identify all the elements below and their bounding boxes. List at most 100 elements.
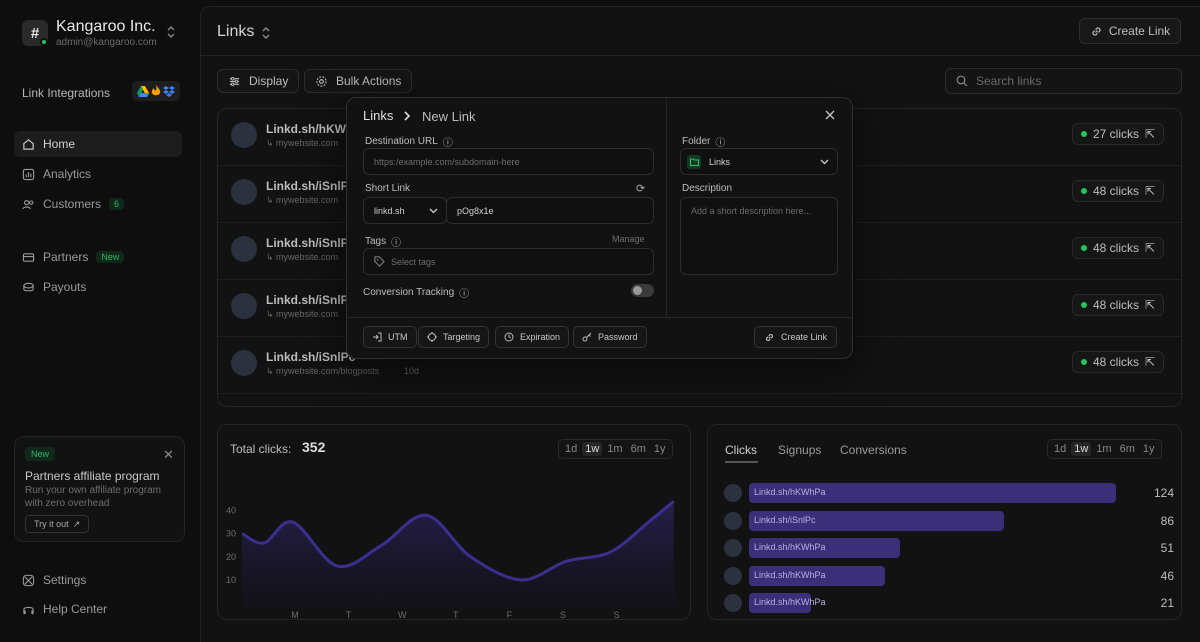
top-link-row[interactable]: Linkd.sh/hKWhPa 21 bbox=[724, 593, 1174, 613]
live-dot bbox=[1081, 302, 1087, 308]
sidebar-item-partners[interactable]: Partners New bbox=[14, 244, 182, 270]
modal-footer-divider bbox=[347, 317, 852, 318]
short-link[interactable]: Linkd.sh/iSnlPc bbox=[266, 236, 356, 250]
search-input[interactable]: Search links bbox=[945, 68, 1182, 94]
description-textarea[interactable]: Add a short description here... bbox=[680, 197, 838, 275]
range-option-1y[interactable]: 1y bbox=[1142, 443, 1155, 455]
destination-url[interactable]: ↳ mywebsite.com/blogposts bbox=[266, 366, 380, 376]
close-icon[interactable] bbox=[824, 109, 836, 121]
utm-button[interactable]: UTM bbox=[363, 326, 417, 348]
total-clicks-card: Total clicks: 352 1d 1w 1m 6m 1y 10 20 30 4… bbox=[217, 424, 691, 620]
destination-label-text: Destination URL bbox=[365, 136, 438, 147]
sidebar-item-label: Home bbox=[43, 137, 76, 151]
clicks-badge[interactable]: 48 clicks ⇱ bbox=[1072, 237, 1165, 259]
link-favicon bbox=[724, 484, 742, 502]
destination-url[interactable]: ↳ mywebsite.com bbox=[266, 195, 339, 205]
folder-label: Folder ⓘ bbox=[682, 134, 725, 149]
expiration-button[interactable]: Expiration bbox=[495, 326, 570, 348]
expiration-label: Expiration bbox=[520, 332, 561, 342]
top-link-row[interactable]: Linkd.sh/hKWhPa 46 bbox=[724, 565, 1174, 586]
close-icon[interactable]: ✕ bbox=[163, 447, 174, 462]
destination-text: mywebsite.com/blogposts bbox=[276, 366, 380, 376]
chevron-updown-icon[interactable] bbox=[261, 25, 271, 41]
chart-series-line bbox=[241, 500, 675, 582]
dropbox-icon bbox=[163, 85, 175, 97]
range-option-1d[interactable]: 1d bbox=[1054, 443, 1067, 455]
sidebar-item-analytics[interactable]: Analytics bbox=[14, 161, 182, 187]
clicks-badge[interactable]: 48 clicks ⇱ bbox=[1072, 351, 1165, 373]
info-icon[interactable]: ⓘ bbox=[715, 138, 726, 149]
range-option-6m[interactable]: 6m bbox=[1119, 443, 1135, 455]
sidebar-item-settings[interactable]: Settings bbox=[14, 567, 182, 593]
destination-url[interactable]: ↳ mywebsite.com bbox=[266, 252, 339, 262]
short-link[interactable]: Linkd.sh/iSnlPc bbox=[266, 350, 356, 364]
chevron-updown-icon[interactable] bbox=[166, 24, 176, 40]
sidebar-item-customers[interactable]: Customers 6 bbox=[14, 191, 182, 217]
targeting-button[interactable]: Targeting bbox=[418, 326, 490, 348]
range-option-6m[interactable]: 6m bbox=[630, 443, 646, 455]
range-option-1w[interactable]: 1w bbox=[1071, 442, 1092, 456]
domain-select[interactable]: linkd.sh bbox=[363, 197, 447, 224]
short-link[interactable]: Linkd.sh/iSnlPc bbox=[266, 179, 356, 193]
folder-select[interactable]: Links bbox=[680, 148, 838, 175]
sidebar-item-label: Help Center bbox=[43, 602, 108, 616]
refresh-icon[interactable]: ⟳ bbox=[636, 183, 646, 195]
sidebar-item-payouts[interactable]: Payouts bbox=[14, 274, 182, 300]
clicks-badge[interactable]: 48 clicks ⇱ bbox=[1072, 180, 1165, 202]
sidebar-item-home[interactable]: Home bbox=[14, 131, 182, 157]
tab-conversions[interactable]: Conversions bbox=[840, 443, 907, 457]
range-option-1m[interactable]: 1m bbox=[607, 443, 623, 455]
sidebar-item-help-center[interactable]: Help Center bbox=[14, 596, 182, 622]
range-option-1w[interactable]: 1w bbox=[582, 442, 603, 456]
manage-tags-link[interactable]: Manage bbox=[612, 234, 645, 244]
table-row[interactable]: Linkd.sh/hKWhPa ↳ mywebsite.com 27 click… bbox=[218, 109, 1181, 166]
crosshair-icon bbox=[427, 332, 437, 342]
x-tick-label: S bbox=[560, 610, 566, 620]
sidebar-item-label: Customers bbox=[43, 197, 102, 211]
x-tick-label: F bbox=[507, 610, 513, 620]
promo-button-label: Try it out bbox=[34, 519, 69, 529]
range-option-1y[interactable]: 1y bbox=[653, 443, 666, 455]
new-link-modal: Links New Link Destination URL ⓘ https:/… bbox=[346, 97, 853, 359]
range-option-1m[interactable]: 1m bbox=[1096, 443, 1112, 455]
table-row[interactable]: Linkd.sh/iSnlPc ↳ mywebsite.com/blogpost… bbox=[218, 337, 1181, 394]
domain-value: linkd.sh bbox=[374, 205, 405, 216]
integrations-icons[interactable] bbox=[132, 81, 180, 101]
info-icon[interactable]: ⓘ bbox=[459, 289, 470, 300]
clicks-badge[interactable]: 27 clicks ⇱ bbox=[1072, 123, 1165, 145]
destination-url-input[interactable]: https:/example.com/subdomain-here bbox=[363, 148, 654, 175]
password-button[interactable]: Password bbox=[573, 326, 647, 348]
top-link-row[interactable]: Linkd.sh/hKWhPa 124 bbox=[724, 483, 1174, 503]
total-clicks-label: Total clicks: bbox=[230, 442, 292, 456]
workspace-name[interactable]: Kangaroo Inc. bbox=[56, 18, 156, 35]
x-tick-label: M bbox=[291, 610, 299, 620]
top-link-row[interactable]: Linkd.sh/iSnlPc 86 bbox=[724, 510, 1174, 531]
top-link-row[interactable]: Linkd.sh/hKWhPa 51 bbox=[724, 538, 1174, 558]
short-link[interactable]: Linkd.sh/hKWhPa bbox=[266, 122, 368, 136]
range-option-1d[interactable]: 1d bbox=[565, 443, 578, 455]
clicks-badge[interactable]: 48 clicks ⇱ bbox=[1072, 294, 1165, 316]
chevron-down-icon bbox=[429, 208, 438, 213]
create-link-submit-button[interactable]: Create Link bbox=[754, 326, 838, 348]
info-icon[interactable]: ⓘ bbox=[391, 238, 402, 249]
info-icon[interactable]: ⓘ bbox=[442, 138, 453, 149]
workspace-avatar[interactable]: # bbox=[22, 20, 48, 46]
slug-input[interactable]: pOg8x1e bbox=[446, 197, 654, 224]
destination-url[interactable]: ↳ mywebsite.com bbox=[266, 309, 339, 319]
x-tick-label: T bbox=[346, 610, 352, 620]
try-it-out-button[interactable]: Try it out ↗ bbox=[25, 515, 90, 533]
sidebar-item-label: Payouts bbox=[43, 280, 87, 294]
conversion-tracking-toggle[interactable] bbox=[631, 284, 654, 297]
tags-select[interactable]: Select tags bbox=[363, 248, 654, 275]
tab-clicks[interactable]: Clicks bbox=[725, 443, 757, 457]
destination-url[interactable]: ↳ mywebsite.com bbox=[266, 138, 339, 148]
tab-signups[interactable]: Signups bbox=[778, 443, 822, 457]
clicks-count: 48 clicks bbox=[1093, 184, 1140, 198]
bulk-actions-button[interactable]: Bulk Actions bbox=[304, 69, 413, 93]
link-integrations-label[interactable]: Link Integrations bbox=[22, 86, 111, 100]
short-link[interactable]: Linkd.sh/iSnlPc bbox=[266, 293, 356, 307]
display-button[interactable]: Display bbox=[217, 69, 300, 93]
bar-value: 86 bbox=[1160, 513, 1174, 528]
create-link-button[interactable]: Create Link bbox=[1079, 18, 1181, 44]
breadcrumb-root[interactable]: Links bbox=[363, 108, 394, 123]
